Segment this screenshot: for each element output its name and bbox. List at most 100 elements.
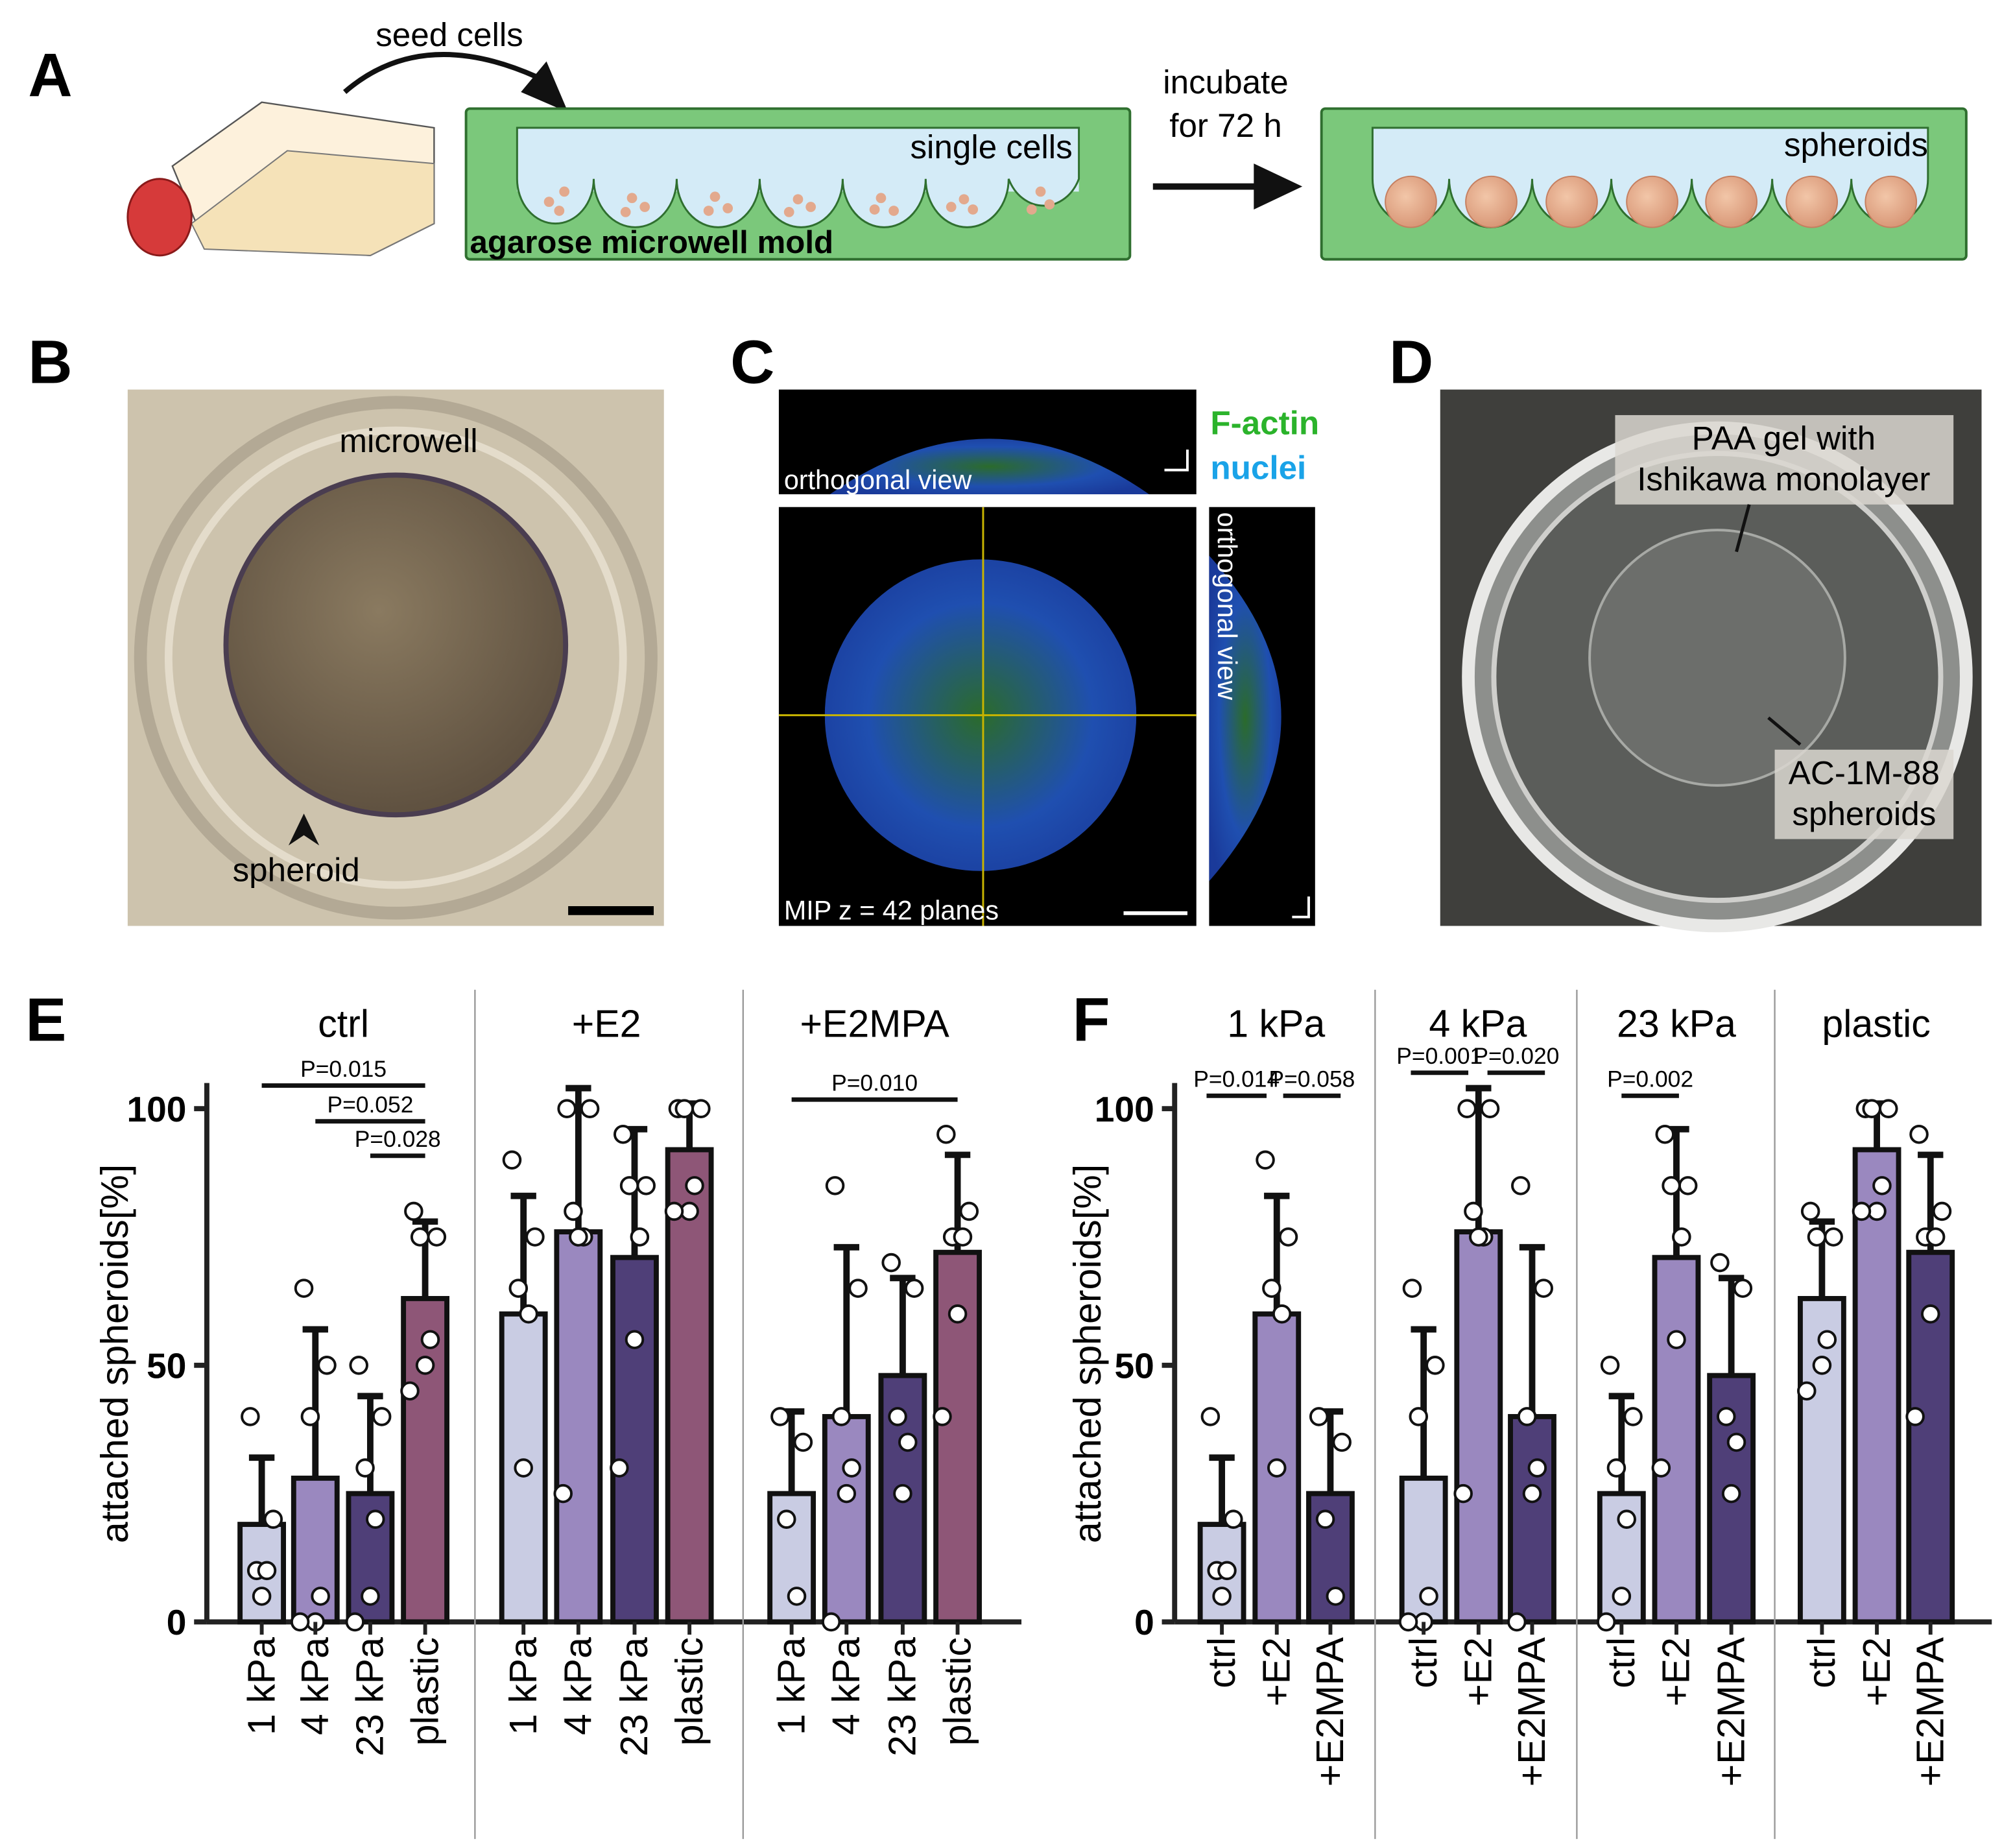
data-point (1932, 1201, 1952, 1221)
panel-label: F (1073, 986, 1110, 1055)
data-point (564, 1201, 583, 1221)
data-point (1807, 1227, 1827, 1247)
data-point (1800, 1201, 1820, 1221)
x-tick-label: +E2MPA (1309, 1637, 1352, 1786)
data-point (1315, 1509, 1335, 1529)
data-point (636, 1176, 656, 1195)
data-point (1824, 1227, 1843, 1247)
data-point (1507, 1612, 1527, 1632)
data-point (525, 1227, 545, 1247)
data-point (519, 1304, 538, 1324)
data-point (898, 1432, 918, 1452)
data-point (1332, 1432, 1352, 1452)
data-point (311, 1587, 330, 1606)
p-value: P=0.014 (1193, 1066, 1280, 1092)
data-point (404, 1201, 423, 1221)
data-point (1256, 1150, 1275, 1170)
bar (1852, 1147, 1901, 1625)
confocal-image (778, 389, 1315, 926)
data-point (1797, 1381, 1817, 1401)
group-title: ctrl (318, 1003, 369, 1046)
data-point (415, 1356, 435, 1375)
data-point (842, 1458, 861, 1478)
data-point (257, 1561, 277, 1581)
data-point (1522, 1483, 1542, 1504)
panel-label: E (25, 986, 66, 1055)
y-tick-label: 50 (147, 1345, 186, 1386)
text: AC-1M-88 (1789, 754, 1940, 791)
data-point (1606, 1458, 1627, 1478)
bar (401, 1295, 449, 1625)
text: seed cells (375, 16, 523, 53)
mold-right (1320, 107, 1968, 261)
bar (1798, 1295, 1846, 1625)
text: agarose microwell mold (470, 224, 834, 260)
data-point (674, 1099, 695, 1118)
data-point (1817, 1330, 1837, 1350)
data-point (349, 1356, 368, 1375)
x-tick-label: +E2 (1655, 1637, 1698, 1707)
data-point (1419, 1587, 1438, 1606)
data-point (1517, 1407, 1537, 1426)
group-title: +E2 (572, 1003, 641, 1046)
data-point (959, 1201, 979, 1221)
data-point (776, 1509, 796, 1529)
data-point (1852, 1201, 1872, 1221)
data-point (1262, 1278, 1281, 1298)
data-point (1469, 1227, 1488, 1247)
data-point (1879, 1099, 1898, 1118)
p-value: P=0.015 (300, 1056, 387, 1082)
data-point (664, 1201, 684, 1221)
data-point (366, 1509, 385, 1529)
data-point (1651, 1458, 1671, 1478)
data-point (400, 1381, 420, 1401)
group-title: 4 kPa (1429, 1003, 1527, 1046)
data-point (1480, 1099, 1500, 1118)
x-tick-label: plastic (668, 1637, 711, 1746)
text: incubate (1163, 64, 1288, 101)
data-point (1872, 1176, 1892, 1195)
data-point (1511, 1176, 1531, 1195)
text: spheroids (1784, 126, 1928, 163)
data-point (1267, 1458, 1287, 1478)
data-point (1925, 1227, 1946, 1247)
data-point (1464, 1201, 1483, 1221)
panel-label: A (28, 41, 72, 110)
data-point (610, 1458, 629, 1478)
data-point (1812, 1356, 1832, 1375)
x-tick-label: +E2MPA (1510, 1637, 1553, 1786)
data-point (793, 1432, 813, 1452)
data-point (553, 1483, 573, 1504)
x-tick-label: ctrl (1402, 1637, 1445, 1688)
text: orthogonal view (1212, 512, 1242, 701)
data-point (893, 1483, 912, 1504)
data-point (848, 1278, 868, 1298)
p-value: P=0.052 (327, 1092, 413, 1118)
data-point (317, 1356, 337, 1375)
y-tick-label: 50 (1114, 1345, 1154, 1386)
data-point (1909, 1124, 1929, 1144)
data-point (1402, 1278, 1422, 1298)
y-tick-label: 100 (126, 1089, 186, 1129)
data-point (241, 1407, 260, 1426)
x-tick-label: +E2 (1457, 1637, 1500, 1707)
data-point (837, 1483, 857, 1504)
group-title: 23 kPa (1617, 1003, 1736, 1046)
p-value: P=0.028 (355, 1126, 441, 1152)
data-point (1398, 1612, 1418, 1632)
data-point (619, 1176, 639, 1195)
data-point (1425, 1356, 1445, 1375)
p-value: P=0.001 (1396, 1043, 1483, 1069)
x-tick-label: ctrl (1800, 1637, 1843, 1688)
text: PAA gel with (1692, 420, 1876, 457)
data-point (361, 1587, 380, 1606)
text: MIP z = 42 planes (784, 896, 999, 926)
data-point (1662, 1176, 1681, 1195)
data-point (1272, 1304, 1292, 1324)
p-value: P=0.010 (831, 1070, 918, 1096)
data-point (1600, 1356, 1620, 1375)
data-point (933, 1407, 952, 1426)
x-tick-label: 4 kPa (294, 1637, 337, 1735)
text: spheroid (233, 852, 360, 889)
